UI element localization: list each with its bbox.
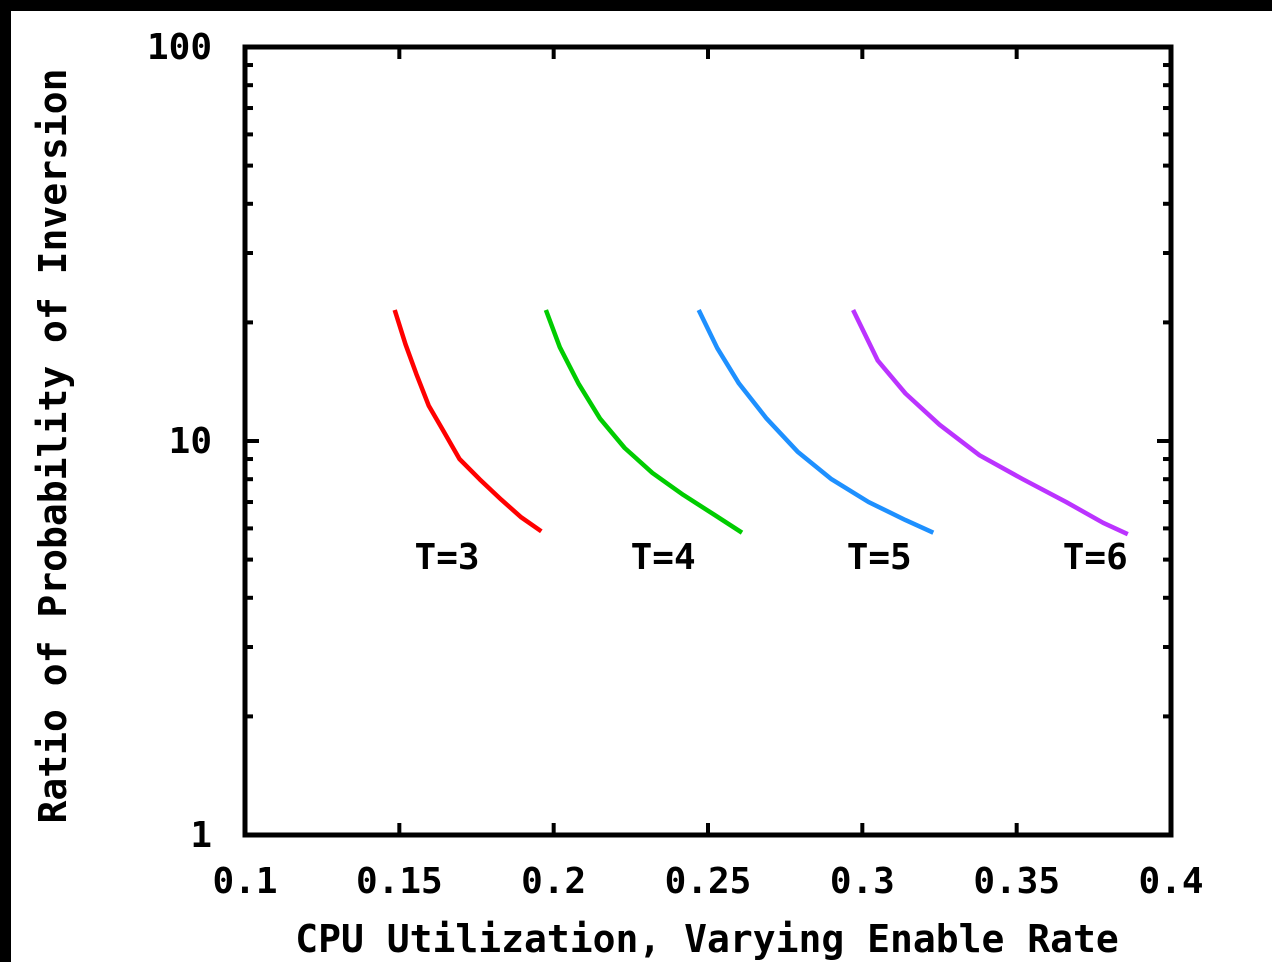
y-tick-label: 1 bbox=[190, 815, 212, 856]
series-annotation: T=3 bbox=[415, 537, 480, 578]
series-annotation: T=4 bbox=[631, 537, 696, 578]
x-tick-label: 0.15 bbox=[356, 861, 443, 902]
series-annotation: T=6 bbox=[1063, 537, 1128, 578]
series-line-t3 bbox=[392, 309, 543, 534]
x-tick-label: 0.35 bbox=[973, 861, 1060, 902]
x-axis-label: CPU Utilization, Varying Enable Rate bbox=[295, 917, 1119, 961]
series-line-t6 bbox=[851, 309, 1129, 537]
plot-frame bbox=[242, 44, 1174, 838]
x-tick-label: 0.2 bbox=[521, 861, 586, 902]
y-axis-label: Ratio of Probability of Inversion bbox=[31, 69, 75, 824]
y-tick-label: 100 bbox=[147, 27, 212, 68]
series-line-t4 bbox=[543, 309, 744, 535]
labels: CPU Utilization, Varying Enable Rate Rat… bbox=[31, 69, 1128, 961]
series-line-t5 bbox=[696, 309, 935, 535]
series-group bbox=[392, 309, 1129, 537]
series-annotation: T=5 bbox=[847, 537, 912, 578]
y-tick-label: 10 bbox=[169, 421, 212, 462]
x-tick-label: 0.25 bbox=[665, 861, 752, 902]
x-tick-label: 0.3 bbox=[830, 861, 895, 902]
axes: 0.1 0.15 0.2 0.25 0.3 0.35 0.4 1 10 100 bbox=[147, 27, 1204, 902]
chart-background bbox=[11, 11, 1272, 962]
x-tick-label: 0.1 bbox=[212, 861, 277, 902]
x-tick-label: 0.4 bbox=[1138, 861, 1203, 902]
